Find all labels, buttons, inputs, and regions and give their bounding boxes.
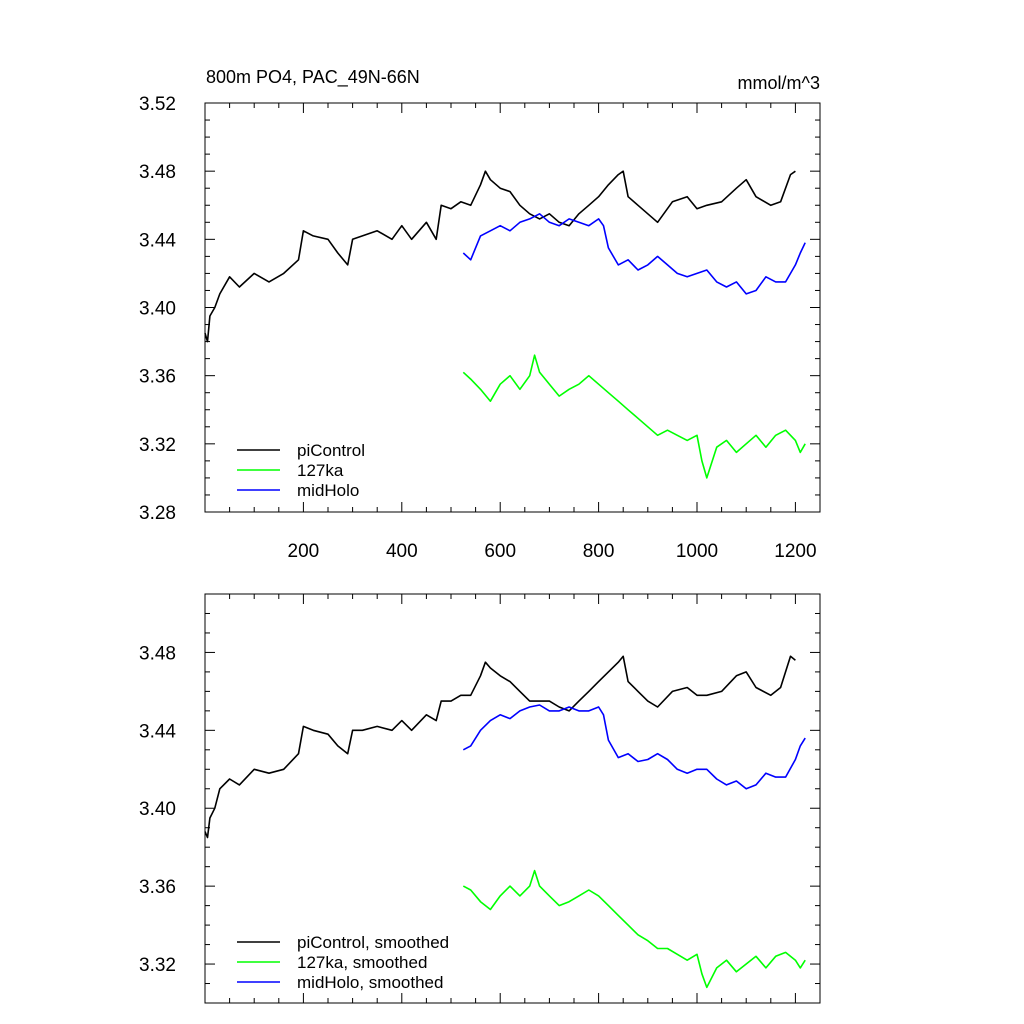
bottom-y-tick-label: 3.32 <box>139 955 176 976</box>
bottom-legend-label-2: midHolo, smoothed <box>297 973 443 992</box>
top-y-tick-label: 3.40 <box>139 299 176 320</box>
top-legend-label-1: 127ka <box>297 461 344 480</box>
top-panel-title: 800m PO4, PAC_49N-66N <box>206 67 420 88</box>
bottom-y-tick-label: 3.36 <box>139 877 176 898</box>
bottom-series-0 <box>204 655 796 839</box>
top-series-2 <box>462 213 806 295</box>
top-series-1 <box>462 354 806 479</box>
top-panel-units: mmol/m^3 <box>738 73 820 93</box>
top-x-tick-label: 1200 <box>774 541 816 562</box>
top-series-0 <box>204 170 796 343</box>
bottom-legend-label-0: piControl, smoothed <box>297 933 449 952</box>
top-x-tick-label: 1000 <box>676 541 718 562</box>
top-legend-label-0: piControl <box>297 441 365 460</box>
bottom-y-tick-label: 3.48 <box>139 643 176 664</box>
top-panel-series <box>204 170 806 479</box>
bottom-panel-frame <box>204 593 821 1004</box>
top-y-tick-label: 3.32 <box>139 435 176 456</box>
top-legend-label-2: midHolo <box>297 481 359 500</box>
bottom-legend-label-1: 127ka, smoothed <box>297 953 427 972</box>
top-panel: 800m PO4, PAC_49N-66N mmol/m^3 200 400 600… <box>139 67 821 562</box>
bottom-series-1 <box>462 869 806 989</box>
bottom-panel-ticks: 3.32 3.36 3.40 3.44 3.48 <box>139 593 820 1004</box>
top-y-tick-label: 3.36 <box>139 367 176 388</box>
top-panel-ticks: 200 400 600 800 1000 1200 3.28 3.32 3.36 3.40 3.44… <box>139 94 820 562</box>
bottom-panel: 3.32 3.36 3.40 3.44 3.48 piControl, smoothed… <box>139 593 821 1004</box>
bottom-y-tick-label: 3.40 <box>139 799 176 820</box>
bottom-panel-series <box>204 655 806 989</box>
top-y-tick-label: 3.28 <box>139 503 176 524</box>
top-x-tick-label: 800 <box>583 541 615 562</box>
top-y-tick-label: 3.52 <box>139 94 176 115</box>
top-x-tick-label: 400 <box>386 541 418 562</box>
top-x-tick-label: 600 <box>484 541 516 562</box>
top-y-tick-label: 3.48 <box>139 162 176 183</box>
top-x-tick-label: 200 <box>288 541 320 562</box>
top-panel-frame <box>204 102 821 513</box>
bottom-y-tick-label: 3.44 <box>139 721 176 742</box>
bottom-series-2 <box>462 704 806 790</box>
top-y-tick-label: 3.44 <box>139 230 176 251</box>
